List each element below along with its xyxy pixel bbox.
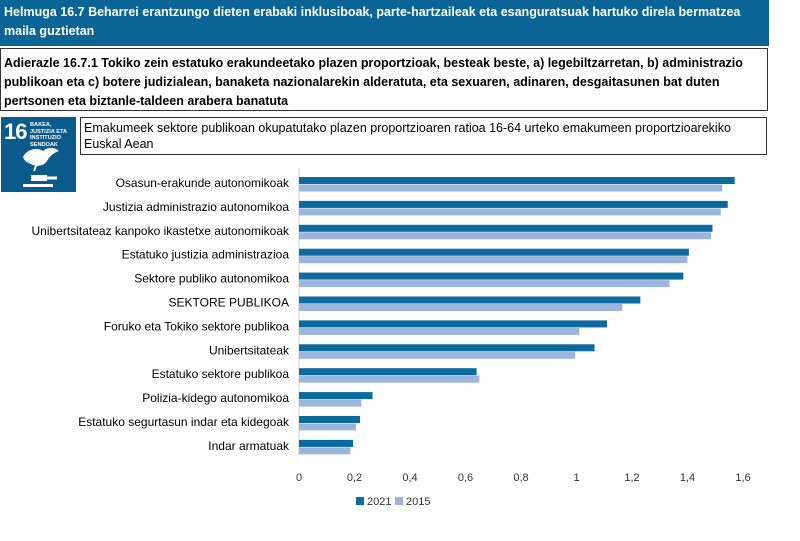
- category-label: Estatuko segurtasun indar eta kidegoak: [78, 415, 290, 429]
- bar-2021: [299, 344, 595, 352]
- bar-2015: [299, 208, 721, 216]
- bar-2021: [299, 392, 373, 400]
- legend-label: 2021: [367, 496, 391, 508]
- bar-2015: [299, 256, 688, 264]
- bar-2015: [299, 447, 351, 455]
- legend-label: 2015: [406, 496, 430, 508]
- sdg-number: 16: [4, 119, 28, 144]
- bar-2015: [299, 184, 723, 192]
- bar-2015: [299, 280, 670, 288]
- bar-chart: Osasun-erakunde autonomikoak Justizia adm…: [32, 168, 751, 508]
- x-tick-label: 0,6: [458, 472, 473, 484]
- chart-title: Emakumeek sektore publikoan okupatutako …: [80, 117, 767, 155]
- x-tick-label: 0,4: [402, 472, 417, 484]
- x-tick-label: 0,2: [347, 472, 362, 484]
- bar-2015: [299, 232, 712, 240]
- dove-gavel-icon: [23, 148, 59, 187]
- category-label: Unibertsitateak: [209, 343, 290, 357]
- x-tick-label: 1,2: [624, 472, 639, 484]
- bar-2021: [299, 200, 728, 208]
- indicator-text: Adierazle 16.7.1 Tokiko zein estatuko er…: [4, 56, 743, 108]
- category-label: Osasun-erakunde autonomikoak: [116, 176, 290, 190]
- category-label: Estatuko justizia administrazioa: [122, 248, 290, 262]
- chart-title-text: Emakumeek sektore publikoan okupatutako …: [84, 121, 731, 151]
- x-tick-label: 1: [573, 472, 579, 484]
- indicator-box: Adierazle 16.7.1 Tokiko zein estatuko er…: [0, 48, 768, 111]
- header-title: Helmuga 16.7 Beharrei erantzungo dieten …: [4, 5, 741, 38]
- category-label: Unibertsitateaz kanpoko ikastetxe autono…: [32, 224, 290, 238]
- bar-2021: [299, 368, 477, 376]
- sdg-title: BAKEA, JUSTIZIA ETA INSTITUZIO SENDOAK: [30, 122, 67, 148]
- bar-2021: [299, 439, 354, 447]
- page-header: Helmuga 16.7 Beharrei erantzungo dieten …: [0, 0, 769, 46]
- bar-2021: [299, 248, 689, 256]
- bar-2015: [299, 351, 576, 359]
- category-label: Foruko eta Tokiko sektore publikoa: [104, 319, 290, 333]
- category-label: Polizia-kidego autonomikoa: [142, 391, 289, 405]
- bar-2015: [299, 399, 362, 407]
- category-label: Estatuko sektore publikoa: [152, 367, 290, 381]
- legend-swatch-2015: [395, 497, 403, 505]
- bar-2015: [299, 327, 580, 335]
- bar-2021: [299, 320, 608, 328]
- category-label: Sektore publiko autonomikoa: [134, 272, 289, 286]
- bar-2021: [299, 296, 641, 304]
- sdg-badge: 16 BAKEA, JUSTIZIA ETA INSTITUZIO SENDOA…: [1, 117, 76, 192]
- bar-2021: [299, 177, 735, 184]
- bar-2015: [299, 375, 480, 383]
- bar-2021: [299, 416, 361, 423]
- x-tick-label: 1,6: [735, 472, 750, 484]
- category-label: SEKTORE PUBLIKOA: [169, 296, 290, 310]
- x-tick-label: 1,4: [680, 472, 695, 484]
- x-tick-label: 0,8: [513, 472, 528, 484]
- bar-2021: [299, 224, 713, 232]
- bar-2015: [299, 423, 356, 431]
- category-label: Indar armatuak: [208, 439, 290, 453]
- bar-2015: [299, 304, 623, 311]
- x-tick-label: 0: [296, 472, 302, 484]
- legend-swatch-2021: [356, 497, 364, 505]
- bar-2021: [299, 272, 684, 280]
- category-label: Justizia administrazio autonomikoa: [103, 200, 289, 214]
